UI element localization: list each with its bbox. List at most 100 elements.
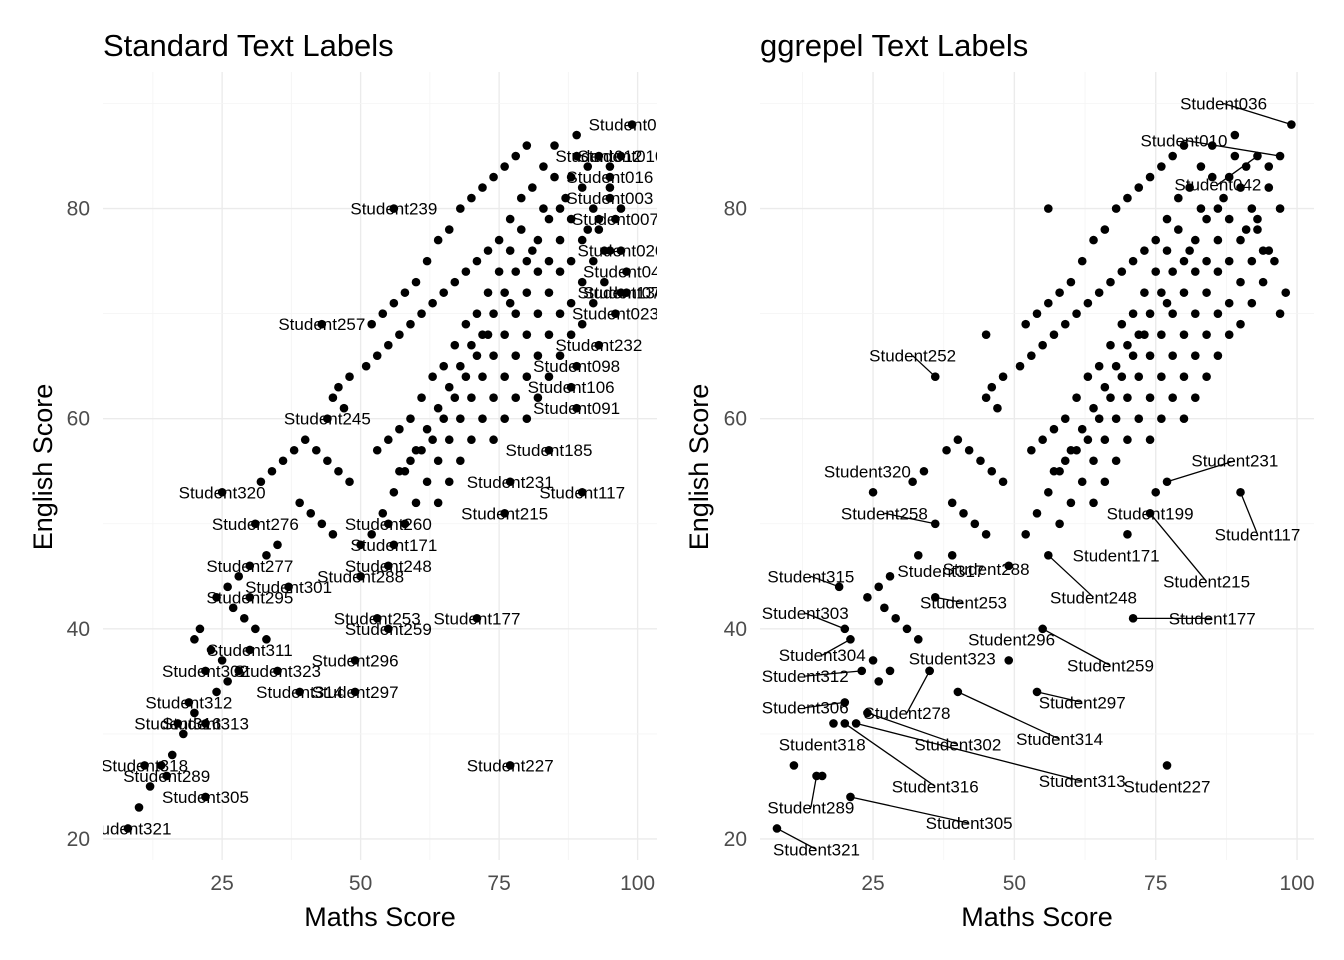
data-point [1077,424,1087,434]
data-point [1083,298,1093,308]
repel-segment [957,691,1060,740]
data-point [533,267,543,276]
data-point [278,456,288,466]
data-point [1140,246,1149,255]
data-point [217,487,227,497]
data-point [123,824,133,833]
data-point [1247,256,1257,266]
data-point [874,582,884,592]
data-point [1044,298,1053,308]
data-point [1049,330,1059,339]
data-point [456,204,465,213]
data-point [908,477,917,487]
data-point [245,561,255,571]
data-point [489,172,498,182]
data-point [605,246,615,255]
data-point [372,351,382,360]
data-point [1021,319,1030,329]
data-point [550,141,559,150]
repel-segment [821,638,851,656]
data-point [851,719,861,728]
data-point [1179,372,1189,381]
x-tick-label: 100 [1280,872,1315,895]
data-point [472,351,482,360]
point-label: Student215 [461,504,548,523]
data-point [1032,687,1042,697]
data-point [1055,288,1064,297]
data-point [1145,172,1155,182]
data-point [981,393,991,403]
data-point [902,624,912,634]
data-point [953,687,963,697]
point-label: Student321 [773,840,860,859]
data-point [328,529,338,539]
data-point [930,593,940,602]
data-point [1094,361,1104,371]
data-point [1038,624,1047,634]
point-label: Student252 [869,347,956,366]
data-point [223,677,232,686]
data-point [1253,151,1262,161]
labels-right: Student036 Student010 Student042 Student252… [762,95,1301,860]
point-label: Student003 [566,189,653,208]
chart-title-right: ggrepel Text Labels [760,28,1028,63]
data-point [998,372,1008,381]
data-point [483,330,493,339]
data-point [511,393,521,403]
data-point [384,435,393,445]
data-point [1253,225,1262,234]
data-point [1247,298,1257,308]
data-point [400,519,410,529]
point-label: Student303 [762,604,849,623]
data-point [1168,309,1177,318]
repel-segment [1047,554,1094,598]
data-point [439,288,449,297]
data-point [572,361,581,371]
data-point [522,256,532,266]
point-label: Student098 [533,357,620,376]
y-tick-label: 20 [67,828,90,851]
data-point [874,677,884,686]
repel-segment [844,722,936,787]
y-tick-label: 80 [67,198,90,221]
data-point [1089,403,1098,413]
data-point [577,487,587,497]
data-point [555,309,565,318]
y-tick-label: 60 [67,408,90,431]
point-label: Student277 [206,557,293,576]
data-point [1111,456,1121,466]
data-point [334,382,343,392]
data-point [201,719,210,728]
data-point [500,372,509,381]
point-label: Student016 [566,168,653,187]
data-point [456,361,465,371]
y-tick-label: 20 [724,828,747,851]
data-point [156,761,166,770]
repel-segment [810,775,818,808]
data-point [533,309,543,318]
data-point [616,204,626,213]
data-point [295,498,304,508]
repel-segment [1036,691,1083,704]
data-point [1185,246,1194,255]
point-label: Student296 [312,651,399,670]
data-point [500,330,509,339]
data-point [1077,477,1087,487]
data-point [378,309,388,318]
data-point [594,151,604,161]
data-point [422,424,432,434]
data-point [212,687,221,697]
data-point [1202,214,1211,224]
data-point [1213,204,1223,213]
point-label: Student023 [572,305,659,324]
data-point [1004,656,1014,665]
data-point [1060,456,1070,466]
data-point [1190,235,1200,245]
data-point [1145,351,1155,360]
data-point [1179,141,1189,150]
data-point [588,298,598,308]
point-label: Student312 [145,693,232,712]
data-point [616,151,626,161]
data-point [367,319,376,329]
point-label: Student289 [123,767,210,786]
